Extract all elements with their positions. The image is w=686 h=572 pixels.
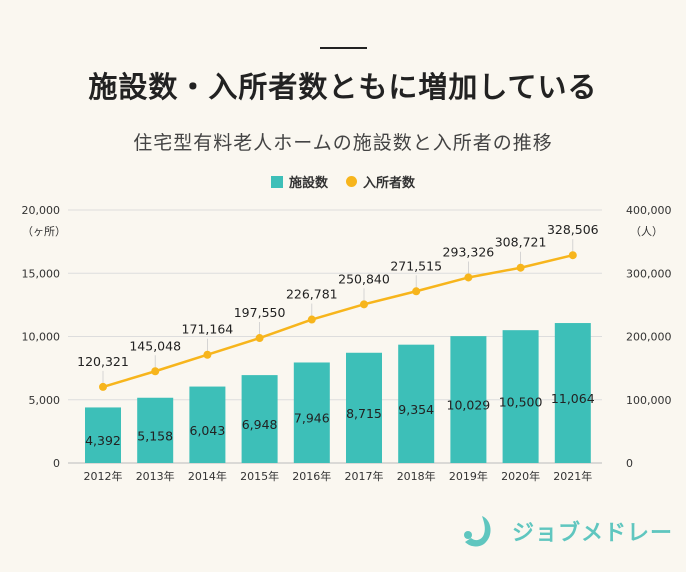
line-point	[307, 315, 316, 324]
legend-item-residents: 入所者数	[346, 172, 415, 191]
line-series	[102, 254, 574, 389]
line-data-label: 145,048	[129, 338, 181, 353]
bar	[502, 330, 539, 463]
bar	[137, 397, 174, 463]
line-point	[516, 263, 525, 272]
legend: 施設数 入所者数	[0, 172, 686, 191]
y-left-tick-label: 0	[53, 457, 60, 470]
y-right-tick-label: 100,000	[626, 394, 672, 407]
bar-data-label: 8,715	[346, 406, 382, 421]
bar-data-label: 6,948	[242, 417, 278, 432]
legend-item-facilities: 施設数	[270, 172, 328, 191]
bar	[450, 336, 487, 463]
bar-data-label: 7,946	[294, 411, 330, 426]
bar	[346, 352, 382, 463]
brand-logo-icon	[464, 516, 491, 547]
y-right-tick-label: 0	[626, 457, 633, 470]
bar	[189, 386, 226, 463]
y-left-tick-label: 15,000	[22, 267, 61, 280]
line-data-label: 226,781	[286, 287, 338, 302]
legend-swatch-bar	[270, 175, 283, 188]
title-rule	[320, 47, 367, 49]
x-tick-label: 2020年	[501, 469, 540, 483]
x-tick-label: 2021年	[553, 469, 592, 483]
line-data-label: 120,321	[77, 354, 129, 369]
line-data-label: 293,326	[443, 244, 495, 259]
x-tick-label: 2016年	[292, 469, 331, 483]
y-left-tick-label: 20,000	[22, 204, 61, 217]
line-data-label: 171,164	[182, 322, 234, 337]
line-point	[99, 382, 107, 391]
legend-swatch-dot	[346, 176, 357, 187]
x-tick-label: 2012年	[84, 469, 123, 483]
legend-label: 入所者数	[363, 176, 416, 191]
y-left-unit: （ヶ所）	[22, 225, 66, 238]
line-point	[464, 273, 473, 282]
x-tick-label: 2017年	[345, 469, 384, 483]
y-right-tick-label: 400,000	[626, 204, 672, 217]
line-point	[360, 300, 368, 309]
bar	[241, 375, 278, 463]
line-point	[412, 287, 421, 296]
bar-data-label: 11,064	[551, 391, 595, 406]
chart-title: 住宅型有料老人ホームの施設数と入所者の推移	[133, 132, 553, 154]
bar-data-label: 6,043	[190, 423, 226, 438]
headline: 施設数・入所者数ともに増加している	[88, 70, 598, 104]
line-point	[255, 334, 264, 343]
bar	[398, 344, 435, 463]
y-right-tick-label: 300,000	[626, 267, 672, 280]
line-point	[568, 251, 577, 260]
bar	[85, 407, 121, 463]
y-right-unit: （人）	[630, 225, 663, 238]
x-tick-label: 2015年	[240, 469, 279, 483]
bar	[293, 362, 330, 463]
line-data-label: 197,550	[234, 305, 286, 320]
y-right-tick-label: 200,000	[626, 331, 672, 344]
x-tick-label: 2014年	[188, 469, 227, 483]
x-tick-label: 2013年	[136, 469, 175, 483]
brand-name: ジョブメドレー	[512, 521, 674, 546]
bar-data-label: 5,158	[137, 428, 173, 443]
line-point	[151, 367, 160, 376]
line-data-label: 308,721	[495, 235, 547, 250]
legend-label: 施設数	[288, 176, 328, 191]
line-data-label: 328,506	[547, 222, 599, 237]
bar-data-label: 10,029	[447, 398, 491, 413]
bar-data-label: 9,354	[398, 402, 434, 417]
bar-data-label: 10,500	[499, 395, 543, 410]
bar	[554, 323, 591, 463]
x-tick-label: 2018年	[397, 469, 436, 483]
line-point	[203, 350, 212, 359]
brand-logo: ジョブメドレー	[462, 514, 673, 548]
y-left-tick-label: 5,000	[29, 394, 61, 407]
y-left-tick-label: 10,000	[22, 331, 61, 344]
line-data-label: 250,840	[338, 271, 390, 286]
line-data-label: 271,515	[390, 258, 442, 273]
x-tick-label: 2019年	[449, 469, 488, 483]
bar-data-label: 4,392	[85, 433, 121, 448]
